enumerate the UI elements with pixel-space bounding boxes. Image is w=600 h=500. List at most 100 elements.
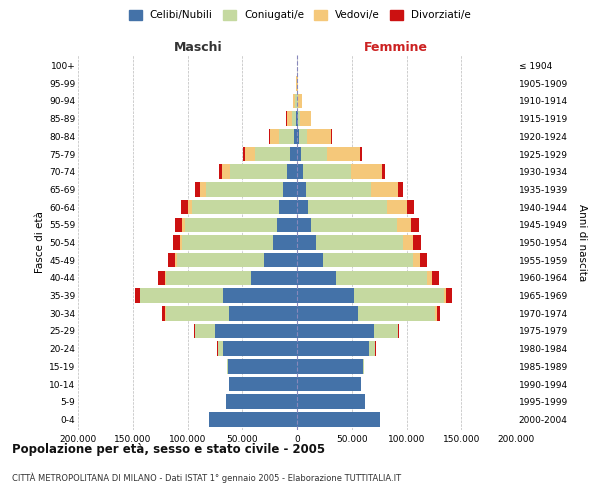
Bar <box>228 359 297 374</box>
Bar <box>195 324 215 338</box>
Bar <box>163 306 165 320</box>
Bar <box>407 200 413 214</box>
Bar <box>222 164 230 179</box>
Bar <box>192 200 280 214</box>
Bar <box>411 218 419 232</box>
Bar <box>290 147 297 162</box>
Text: Femmine: Femmine <box>364 41 428 54</box>
Bar <box>337 270 427 285</box>
Bar <box>226 394 297 409</box>
Bar <box>360 147 362 162</box>
Bar <box>297 306 358 320</box>
Text: Maschi: Maschi <box>174 41 223 54</box>
Bar <box>387 200 407 214</box>
Bar <box>287 164 297 179</box>
Bar <box>363 359 364 374</box>
Bar <box>398 324 400 338</box>
Bar <box>358 306 435 320</box>
Bar <box>297 218 311 232</box>
Bar <box>303 164 351 179</box>
Bar <box>218 342 223 356</box>
Bar <box>175 253 176 268</box>
Bar <box>297 377 361 392</box>
Bar <box>297 147 301 162</box>
Bar <box>182 218 185 232</box>
Bar <box>188 200 192 214</box>
Bar <box>164 270 166 285</box>
Bar <box>297 412 380 426</box>
Bar <box>256 147 290 162</box>
Bar <box>316 235 403 250</box>
Bar <box>166 270 251 285</box>
Bar <box>298 112 300 126</box>
Y-axis label: Anni di nascita: Anni di nascita <box>577 204 587 281</box>
Bar <box>200 182 206 196</box>
Bar <box>444 288 446 303</box>
Bar <box>297 164 303 179</box>
Bar <box>215 324 297 338</box>
Bar <box>297 270 337 285</box>
Bar <box>311 218 397 232</box>
Bar <box>297 76 298 90</box>
Bar <box>230 164 287 179</box>
Bar <box>229 306 297 320</box>
Bar <box>427 270 431 285</box>
Bar <box>354 288 444 303</box>
Bar <box>292 112 296 126</box>
Bar <box>169 253 175 268</box>
Bar <box>166 306 229 320</box>
Bar <box>419 253 427 268</box>
Bar <box>327 147 360 162</box>
Text: Popolazione per età, sesso e stato civile - 2005: Popolazione per età, sesso e stato civil… <box>12 442 325 456</box>
Bar <box>158 270 164 285</box>
Bar <box>195 182 200 196</box>
Bar <box>264 253 297 268</box>
Bar <box>301 147 327 162</box>
Bar <box>297 324 374 338</box>
Bar <box>299 129 307 144</box>
Bar <box>269 129 279 144</box>
Bar <box>323 253 413 268</box>
Bar <box>374 324 398 338</box>
Bar <box>300 112 311 126</box>
Bar <box>397 218 411 232</box>
Bar <box>293 94 295 108</box>
Bar <box>180 235 182 250</box>
Bar <box>223 288 297 303</box>
Bar <box>431 270 439 285</box>
Bar <box>297 253 323 268</box>
Bar <box>194 324 195 338</box>
Bar <box>251 270 297 285</box>
Bar <box>297 394 365 409</box>
Bar <box>277 218 297 232</box>
Bar <box>297 182 306 196</box>
Legend: Celibi/Nubili, Coniugati/e, Vedovi/e, Divorziati/e: Celibi/Nubili, Coniugati/e, Vedovi/e, Di… <box>129 10 471 20</box>
Bar <box>413 235 421 250</box>
Bar <box>223 342 297 356</box>
Bar <box>446 288 452 303</box>
Bar <box>245 147 256 162</box>
Bar <box>307 129 331 144</box>
Bar <box>306 182 371 196</box>
Bar <box>173 235 180 250</box>
Bar <box>398 182 403 196</box>
Bar <box>413 253 419 268</box>
Y-axis label: Fasce di età: Fasce di età <box>35 212 45 274</box>
Bar <box>308 200 387 214</box>
Bar <box>297 112 298 126</box>
Bar <box>206 182 283 196</box>
Bar <box>175 218 182 232</box>
Bar <box>243 147 245 162</box>
Bar <box>287 112 292 126</box>
Bar <box>369 342 375 356</box>
Bar <box>273 235 297 250</box>
Bar <box>283 182 297 196</box>
Bar <box>297 359 363 374</box>
Bar <box>181 200 188 214</box>
Bar <box>297 235 316 250</box>
Bar <box>209 412 297 426</box>
Bar <box>297 200 308 214</box>
Bar <box>297 288 354 303</box>
Bar <box>382 164 385 179</box>
Text: CITTÀ METROPOLITANA DI MILANO - Dati ISTAT 1° gennaio 2005 - Elaborazione TUTTIT: CITTÀ METROPOLITANA DI MILANO - Dati IST… <box>12 472 401 483</box>
